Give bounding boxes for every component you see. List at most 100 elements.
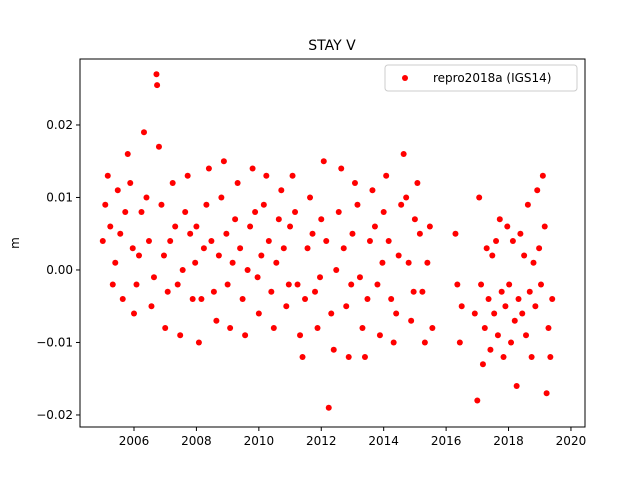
point (371, 223, 378, 230)
point (485, 295, 492, 302)
point (325, 404, 332, 411)
point (237, 245, 244, 252)
point (265, 237, 272, 244)
point (210, 288, 217, 295)
point (304, 245, 311, 252)
point (429, 324, 436, 331)
point (220, 158, 227, 165)
point (155, 143, 162, 150)
legend-label: repro2018a (IGS14) (433, 71, 551, 85)
point (263, 172, 270, 179)
point (498, 288, 505, 295)
point (294, 281, 301, 288)
point (393, 310, 400, 317)
point (524, 201, 531, 208)
point (521, 252, 528, 259)
point (169, 179, 176, 186)
point (114, 187, 121, 194)
point (167, 237, 174, 244)
point (239, 295, 246, 302)
point (354, 201, 361, 208)
point (192, 259, 199, 266)
point (227, 324, 234, 331)
point (545, 324, 552, 331)
point (249, 165, 256, 172)
point (150, 274, 157, 281)
point (224, 281, 231, 288)
y-tick-label: 0.00 (46, 263, 73, 277)
point (280, 245, 287, 252)
point (519, 310, 526, 317)
point (104, 172, 111, 179)
point (458, 303, 465, 310)
point (385, 237, 392, 244)
point (390, 339, 397, 346)
point (340, 245, 347, 252)
point (491, 310, 498, 317)
point (177, 332, 184, 339)
point (258, 252, 265, 259)
point (299, 353, 306, 360)
point (487, 346, 494, 353)
point (348, 281, 355, 288)
point (307, 194, 314, 201)
point (109, 281, 116, 288)
point (160, 252, 167, 259)
x-tick-label: 2006 (119, 434, 150, 448)
point (328, 310, 335, 317)
point (456, 339, 463, 346)
point (208, 237, 215, 244)
point (297, 332, 304, 339)
point (500, 353, 507, 360)
point (349, 230, 356, 237)
point (129, 245, 136, 252)
point (254, 274, 261, 281)
y-tick-label: 0.02 (46, 118, 73, 132)
plot-frame (79, 58, 586, 428)
point (414, 179, 421, 186)
point (494, 332, 501, 339)
x-tick-label: 2014 (368, 434, 399, 448)
point (320, 158, 327, 165)
point (133, 281, 140, 288)
point (534, 187, 541, 194)
point (285, 281, 292, 288)
point (268, 288, 275, 295)
point (530, 259, 537, 266)
point (260, 201, 267, 208)
point (187, 230, 194, 237)
x-tick-label: 2016 (431, 434, 462, 448)
point (380, 208, 387, 215)
point (424, 259, 431, 266)
point (127, 179, 134, 186)
y-tick-label: 0.01 (46, 190, 73, 204)
point (493, 237, 500, 244)
point (318, 216, 325, 223)
point (213, 317, 220, 324)
point (511, 317, 518, 324)
point (200, 245, 207, 252)
point (408, 317, 415, 324)
point (143, 194, 150, 201)
x-tick-label: 2020 (556, 434, 587, 448)
point (539, 172, 546, 179)
point (244, 266, 251, 273)
point (203, 201, 210, 208)
point (547, 353, 554, 360)
point (330, 346, 337, 353)
point (335, 208, 342, 215)
point (153, 71, 160, 78)
point (532, 303, 539, 310)
point (107, 223, 114, 230)
point (416, 230, 423, 237)
legend-marker (402, 75, 408, 81)
point (218, 194, 225, 201)
point (174, 281, 181, 288)
point (536, 245, 543, 252)
point (312, 288, 319, 295)
point (179, 266, 186, 273)
point (502, 303, 509, 310)
point (234, 179, 241, 186)
point (405, 259, 412, 266)
